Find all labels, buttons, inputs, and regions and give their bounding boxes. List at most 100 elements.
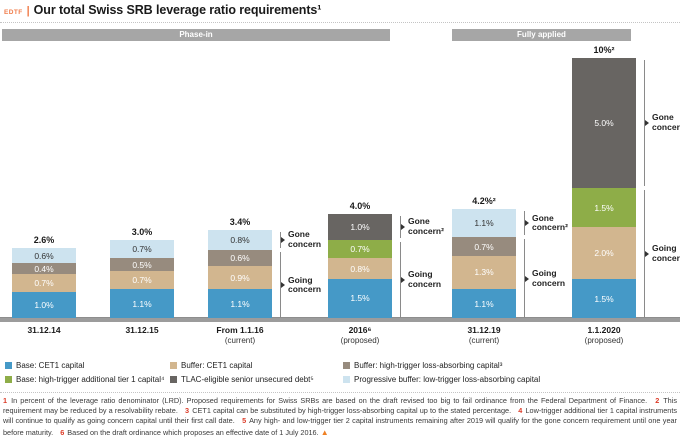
bar-segment-base_cet1: 1.1% [110, 289, 174, 318]
footnote-marker: 3 [185, 406, 190, 416]
bar-segment-tlac: 1.0% [328, 214, 392, 240]
header-divider-line [0, 22, 680, 23]
title-divider: | [26, 5, 30, 17]
bracket-line-gone [280, 231, 281, 249]
x-axis-label-main: 31.12.15 [125, 325, 159, 335]
bar-segment-buffer_cet1: 2.0% [572, 227, 636, 279]
legend-item: Progressive buffer: low-trigger loss-abs… [343, 375, 540, 384]
x-axis-label-main: 31.12.14 [27, 325, 61, 335]
legend-label: Progressive buffer: low-trigger loss-abs… [354, 375, 541, 384]
going-concern-label: Going concern [532, 267, 566, 288]
bar-segment-buffer_ht: 0.4% [12, 263, 76, 274]
x-axis-label-main: 1.1.2020 [587, 325, 621, 335]
footnote-text: Based on the draft ordinance which propo… [65, 427, 321, 437]
gone-concern-label: Gone concern² [652, 112, 680, 132]
legend-item: Buffer: high-trigger loss-absorbing capi… [343, 361, 502, 370]
bar-total-label: 2.6% [33, 234, 55, 245]
footnote-divider-line [0, 392, 680, 393]
bar-segment-tlac: 5.0% [572, 58, 636, 188]
bracket-arrow-icon [281, 282, 285, 289]
x-axis-label-sub: (current) [224, 336, 256, 345]
bar-segment-base_cet1: 1.0% [12, 291, 76, 318]
bar-segment-base_cet1: 1.1% [452, 289, 516, 318]
x-axis-label: 31.12.15 [82, 325, 202, 335]
bar-segment-prog_buffer: 1.1% [452, 208, 516, 238]
bar-segment-buffer_cet1: 0.8% [328, 258, 392, 279]
footnote-marker: 6 [60, 427, 65, 437]
footnote-marker: 1 [3, 396, 8, 405]
bar-1: 0.6% 0.4% 0.7% 1.0% [12, 247, 76, 318]
figure-header: EDTF | Our total Swiss SRB leverage rati… [4, 3, 321, 17]
legend-label: Buffer: high-trigger loss-absorbing capi… [354, 361, 503, 370]
bar-segment-buffer_ht: 0.5% [110, 258, 174, 272]
bracket-line-gone [644, 60, 645, 186]
gone-concern-label: Gone concern [288, 229, 322, 249]
bar-segment-base_cet1: 1.5% [328, 278, 392, 318]
going-concern-label: Going concern [652, 243, 680, 263]
gone-concern-label: Gone concern² [408, 216, 444, 236]
legend-label: TLAC-eligible senior unsecured debt⁵ [181, 375, 314, 384]
bar-6: 5.0% 1.5% 2.0% 1.5% [572, 58, 636, 318]
bar-segment-buffer_ht: 0.6% [208, 250, 272, 266]
bar-total-label: 3.4% [229, 216, 251, 227]
footnote-marker: 2 [655, 396, 660, 405]
x-axis-label-sub: (current) [468, 336, 500, 345]
bracket-arrow-icon [281, 237, 285, 243]
x-axis-label: 1.1.2020 (proposed) [544, 325, 664, 345]
legend-swatch-buffer_cet1 [170, 362, 177, 369]
stacked-bar-chart: 0.6% 0.4% 0.7% 1.0% 2.6% 0.7% 0.5% 0.7% 1.1% 3.0%… [0, 40, 680, 322]
bar-total-label: 4.0% [349, 201, 371, 211]
legend-item: Base: CET1 capital [5, 361, 84, 370]
footnote-text: Any high- and low-trigger tier 2 capital… [3, 416, 677, 437]
bar-total-label: 4.2%² [472, 195, 496, 206]
bracket-line-gone [400, 216, 401, 238]
bracket-arrow-icon [645, 120, 649, 126]
going-concern-label: Going concern [408, 269, 442, 289]
footnotes: 1 In percent of the leverage ratio denom… [3, 396, 677, 437]
x-axis-label-main: 31.12.19 [467, 325, 501, 335]
chart-legend: Base: CET1 capital Buffer: CET1 capital Bu… [0, 361, 680, 389]
bar-5: 1.1% 0.7% 1.3% 1.1% [452, 208, 516, 318]
bracket-line-going [644, 190, 645, 318]
legend-label: Buffer: CET1 capital [181, 361, 253, 370]
x-axis-label: 31.12.14 [0, 325, 104, 335]
x-axis-label: 31.12.19 (current) [424, 325, 544, 345]
footnote-text: In percent of the leverage ratio denomin… [8, 396, 651, 405]
bar-total-label: 10%² [593, 45, 615, 55]
legend-item: TLAC-eligible senior unsecured debt⁵ [170, 375, 314, 384]
going-concern-label: Going concern [288, 274, 322, 295]
bar-segment-buffer_cet1: 0.7% [110, 271, 174, 290]
bar-segment-prog_buffer: 0.7% [110, 240, 174, 259]
x-axis-label: From 1.1.16 (current) [180, 325, 300, 345]
bracket-arrow-icon [401, 224, 405, 230]
bracket-line-going [524, 239, 525, 318]
gone-concern-label: Gone concern² [532, 212, 568, 233]
bar-segment-buffer_cet1: 1.3% [452, 255, 516, 290]
bar-segment-prog_buffer: 0.6% [12, 247, 76, 264]
warning-icon: ▲ [320, 427, 329, 437]
x-axis-label-main: 2016⁶ [348, 325, 372, 335]
edtf-badge: EDTF [4, 9, 23, 16]
footnote-text: This requirement may be reduced by a res… [3, 396, 677, 416]
legend-swatch-prog_buffer [343, 376, 350, 383]
bracket-line-going [400, 242, 401, 318]
footnote-text: Low-trigger additional tier 1 capital in… [3, 406, 677, 426]
bar-2: 0.7% 0.5% 0.7% 1.1% [110, 240, 174, 318]
bracket-line-gone [524, 210, 525, 236]
bar-segment-prog_buffer: 0.8% [208, 229, 272, 251]
legend-swatch-buffer_ht [343, 362, 350, 369]
bar-segment-buffer_cet1: 0.9% [208, 266, 272, 290]
bracket-arrow-icon [525, 220, 529, 227]
x-axis-labels: 31.12.14 31.12.15 From 1.1.16 (current) 2016… [0, 325, 680, 351]
x-axis-label: 2016⁶ (proposed) [300, 325, 420, 345]
footnote-marker: 5 [242, 416, 247, 426]
x-axis-label-main: From 1.1.16 [216, 325, 264, 335]
bar-3: 0.8% 0.6% 0.9% 1.1% [208, 229, 272, 318]
legend-label: Base: high-trigger additional tier 1 cap… [16, 375, 165, 384]
legend-item: Base: high-trigger additional tier 1 cap… [5, 375, 164, 384]
bar-4: 1.0% 0.7% 0.8% 1.5% [328, 214, 392, 318]
bar-segment-base_cet1: 1.5% [572, 279, 636, 318]
legend-item: Buffer: CET1 capital [170, 361, 252, 370]
bracket-line-going [280, 252, 281, 318]
bar-total-label: 3.0% [131, 227, 153, 237]
